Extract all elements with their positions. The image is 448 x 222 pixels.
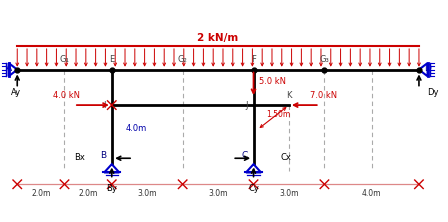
Text: 3.0m: 3.0m — [279, 189, 299, 198]
Text: A: A — [6, 64, 12, 73]
Text: I: I — [103, 101, 106, 110]
Text: G₃: G₃ — [319, 56, 329, 64]
Text: Cy: Cy — [248, 184, 259, 192]
Text: 7.0 kN: 7.0 kN — [310, 91, 337, 100]
Text: Bx: Bx — [74, 153, 85, 162]
Text: D: D — [424, 64, 431, 73]
Text: 4.0 kN: 4.0 kN — [53, 91, 80, 100]
Text: J: J — [245, 101, 248, 110]
Text: G₁: G₁ — [60, 56, 69, 64]
Text: 5.0 kN: 5.0 kN — [259, 77, 286, 86]
Text: K: K — [286, 91, 292, 100]
Text: 4.0m: 4.0m — [362, 189, 381, 198]
Text: G₂: G₂ — [178, 56, 188, 64]
Text: 3.0m: 3.0m — [138, 189, 157, 198]
Text: 4.0m: 4.0m — [126, 124, 147, 133]
Text: C: C — [241, 151, 248, 160]
Text: By: By — [106, 184, 117, 192]
Text: Dy: Dy — [427, 88, 439, 97]
Text: Ay: Ay — [11, 88, 21, 97]
Text: 3.0m: 3.0m — [208, 189, 228, 198]
Text: B: B — [100, 151, 106, 160]
Text: 2 kN/m: 2 kN/m — [198, 33, 239, 43]
Text: 2.0m: 2.0m — [31, 189, 51, 198]
Text: 1.50m: 1.50m — [266, 110, 290, 119]
Text: F: F — [251, 56, 256, 64]
Text: 2.0m: 2.0m — [78, 189, 98, 198]
Text: E: E — [109, 56, 114, 64]
Text: Cx: Cx — [281, 153, 292, 162]
